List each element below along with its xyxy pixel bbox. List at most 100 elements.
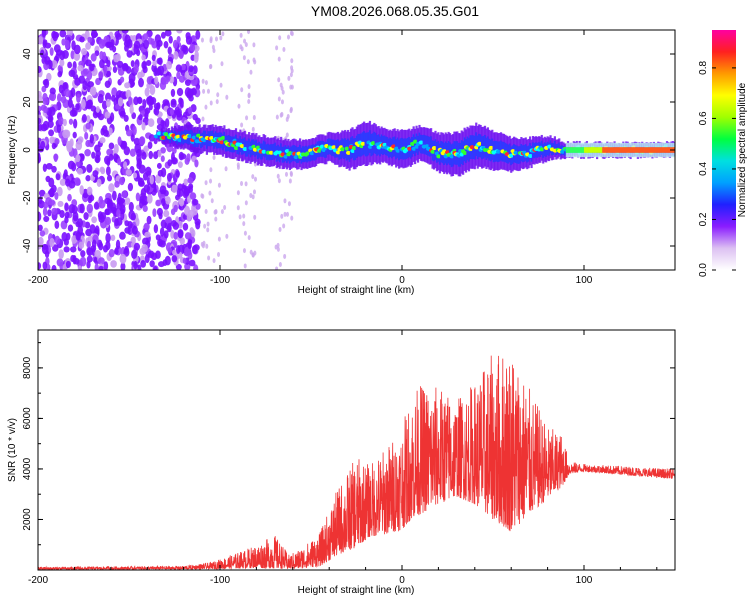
band-mid — [159, 132, 162, 139]
x-tick-label: -100 — [210, 575, 230, 586]
spectrogram-plot — [38, 30, 675, 270]
noise-speckle — [67, 61, 73, 69]
noise-speckle — [48, 93, 54, 101]
noise-speckle — [84, 149, 91, 157]
noise-speckle — [119, 110, 126, 117]
band-mid — [274, 142, 277, 159]
noise-speckle — [135, 217, 140, 227]
band-tail-halo — [614, 152, 618, 158]
noise-speckle — [38, 105, 42, 112]
noise-speckle — [105, 240, 111, 251]
noise-speckle — [184, 71, 190, 79]
band-tail-halo — [640, 152, 643, 158]
noise-speckle — [108, 142, 115, 150]
noise-speckle — [156, 207, 163, 217]
noise-speckle — [68, 203, 76, 214]
noise-speckle — [157, 238, 163, 247]
band-tail-halo — [654, 142, 658, 148]
noise-speckle — [81, 47, 88, 56]
band-tail — [607, 147, 610, 153]
stripe-speckle — [289, 72, 293, 78]
noise-speckle — [53, 31, 60, 39]
band-tail — [578, 147, 581, 153]
noise-speckle — [89, 224, 96, 234]
noise-speckle — [43, 78, 50, 89]
band-mid — [422, 134, 425, 154]
noise-speckle — [63, 246, 70, 253]
noise-speckle — [104, 197, 111, 205]
stripe-speckle — [285, 211, 289, 217]
band-tail-halo — [667, 152, 670, 158]
stripe-speckle — [282, 223, 286, 229]
noise-speckle — [104, 208, 110, 215]
band-core — [335, 150, 341, 155]
band-tail-halo — [567, 152, 570, 158]
band-tail — [636, 147, 639, 153]
band-mid — [160, 131, 163, 138]
band-mid — [262, 140, 265, 157]
stripe-speckle — [246, 59, 250, 65]
stripe-speckle — [238, 214, 242, 220]
band-tail-halo — [667, 142, 670, 148]
spectrogram-x-axis-label: Height of straight line (km) — [298, 285, 415, 296]
noise-speckle — [81, 113, 87, 123]
noise-speckle — [124, 44, 129, 52]
stripe-speckle — [289, 171, 293, 177]
band-tail-halo — [656, 152, 659, 158]
band-tail-halo — [598, 152, 601, 158]
noise-speckle — [113, 54, 120, 63]
band-core — [268, 150, 274, 155]
stripe-speckle — [225, 94, 229, 100]
band-mid — [463, 137, 466, 162]
band-tail-halo — [653, 142, 656, 148]
noise-speckle — [86, 186, 93, 196]
noise-speckle — [74, 77, 81, 86]
noise-speckle — [176, 111, 181, 118]
noise-speckle — [38, 236, 44, 246]
noise-speckle — [189, 88, 197, 96]
noise-speckle — [104, 216, 112, 226]
noise-speckle — [132, 172, 138, 179]
noise-speckle — [70, 87, 76, 98]
band-tail-halo — [624, 142, 627, 148]
band-tail-halo — [644, 152, 647, 158]
noise-speckle — [124, 34, 131, 45]
noise-speckle — [138, 114, 143, 121]
noise-speckle — [89, 133, 94, 144]
noise-speckle — [67, 193, 72, 202]
band-core — [220, 135, 226, 140]
x-tick-label: 0 — [399, 575, 405, 586]
noise-speckle — [77, 218, 83, 228]
band-tail-halo — [565, 152, 568, 158]
band-mid — [194, 132, 197, 147]
band-tail — [591, 147, 594, 153]
band-tail — [574, 147, 578, 153]
stripe-speckle — [209, 38, 213, 44]
noise-speckle — [86, 115, 91, 123]
band-tail-halo — [613, 152, 616, 158]
band-mid — [365, 132, 369, 157]
noise-speckle — [162, 99, 170, 106]
noise-speckle — [67, 224, 74, 232]
noise-speckle — [180, 63, 186, 71]
band-core — [242, 146, 248, 151]
band-mid — [517, 146, 520, 164]
stripe-speckle — [243, 38, 247, 44]
band-tail-halo — [596, 152, 599, 158]
stripe-speckle — [204, 104, 208, 110]
stripe-speckle — [249, 193, 253, 199]
noise-speckle — [154, 76, 159, 85]
stripe-speckle — [214, 209, 218, 215]
noise-speckle — [173, 204, 178, 213]
snr-series-line — [38, 355, 675, 570]
noise-speckle — [148, 103, 153, 111]
noise-speckle — [179, 153, 187, 160]
noise-speckle — [140, 260, 147, 268]
noise-speckle — [67, 98, 73, 109]
band-tail — [653, 147, 656, 153]
noise-speckle — [95, 149, 101, 158]
noise-speckle — [129, 148, 136, 157]
noise-speckle — [119, 253, 127, 264]
noise-speckle — [59, 178, 67, 186]
